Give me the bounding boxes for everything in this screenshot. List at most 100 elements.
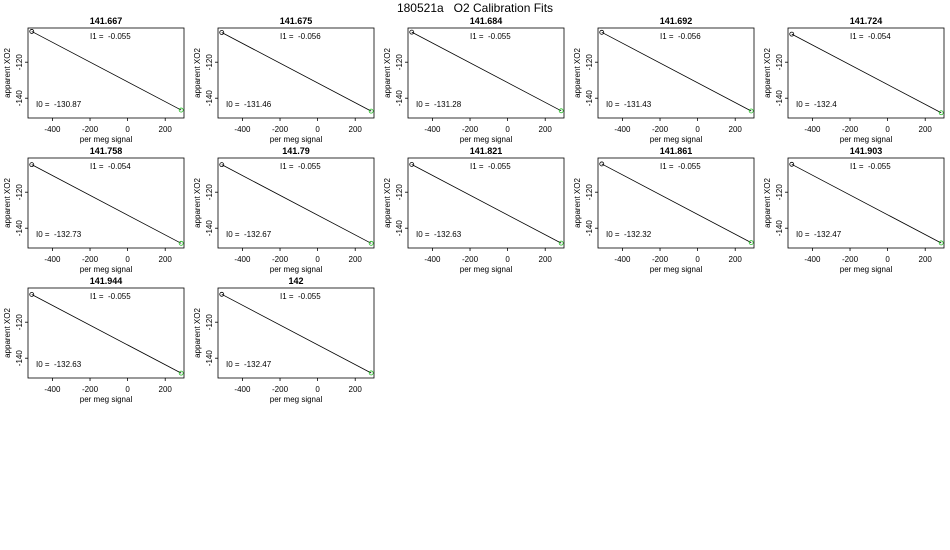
data-point: [368, 370, 374, 376]
y-tick-label: -120: [775, 54, 784, 71]
y-tick-label: -120: [395, 184, 404, 201]
annotation: I1 = -0.055: [660, 162, 701, 171]
panel: 141.675 per meg signal apparent XO2 -400 -20…: [193, 16, 375, 144]
x-tick-label: 0: [885, 125, 890, 134]
data-point: [409, 29, 415, 35]
x-tick-label: 0: [505, 255, 510, 264]
panel: 141.692 per meg signal apparent XO2 -400 -20…: [573, 16, 755, 144]
y-axis-label: apparent XO2: [573, 48, 582, 98]
annotation: I1 = -0.055: [470, 162, 511, 171]
y-tick-label: -120: [205, 184, 214, 201]
x-tick-label: -200: [82, 385, 99, 394]
annotation: I0 = -132.63: [416, 230, 462, 239]
panel-title: 141.758: [90, 146, 123, 156]
panel: 141.944 per meg signal apparent XO2 -400 -20…: [3, 276, 185, 404]
y-tick-label: -140: [585, 90, 594, 107]
x-tick-label: 200: [159, 385, 173, 394]
data-point: [789, 31, 795, 37]
data-point: [178, 107, 184, 113]
x-tick-label: 0: [695, 125, 700, 134]
fit-line: [411, 164, 562, 244]
annotation: I0 = -132.32: [606, 230, 652, 239]
data-point: [599, 161, 605, 167]
y-axis-label: apparent XO2: [763, 178, 772, 228]
fit-line: [31, 164, 182, 244]
y-axis-label: apparent XO2: [193, 48, 202, 98]
x-tick-label: -400: [44, 385, 61, 394]
y-axis-label: apparent XO2: [573, 178, 582, 228]
panel-title: 141.861: [660, 146, 693, 156]
plot-frame: [27, 287, 185, 379]
annotation: I1 = -0.055: [90, 32, 131, 41]
panel-title: 141.667: [90, 16, 123, 26]
y-tick-label: -120: [585, 184, 594, 201]
x-tick-label: -200: [462, 255, 479, 264]
x-tick-label: -200: [462, 125, 479, 134]
x-tick-label: -200: [272, 255, 289, 264]
x-tick-label: 200: [159, 255, 173, 264]
panel: 142 per meg signal apparent XO2 -400 -200 0 20…: [193, 276, 375, 404]
x-tick-label: -200: [82, 255, 99, 264]
x-tick-label: 0: [125, 385, 130, 394]
x-tick-label: -200: [842, 255, 859, 264]
figure-title: 180521a O2 Calibration Fits: [397, 1, 553, 15]
x-tick-label: -200: [272, 385, 289, 394]
x-tick-label: 0: [885, 255, 890, 264]
x-tick-label: -400: [44, 255, 61, 264]
data-point: [29, 292, 35, 297]
x-tick-label: -400: [804, 125, 821, 134]
data-point: [789, 161, 795, 167]
plot-frame: [787, 27, 945, 119]
data-point: [178, 240, 184, 246]
panel: 141.903 per meg signal apparent XO2 -400 -20…: [763, 146, 945, 274]
annotation: I0 = -132.73: [36, 230, 82, 239]
annotation: I1 = -0.055: [280, 292, 321, 301]
data-point: [29, 29, 35, 34]
x-tick-label: -200: [842, 125, 859, 134]
y-tick-label: -120: [15, 54, 24, 71]
x-axis-label: per meg signal: [460, 265, 513, 274]
x-tick-label: -200: [652, 255, 669, 264]
x-tick-label: -400: [234, 125, 251, 134]
x-tick-label: -400: [804, 255, 821, 264]
panel-title: 141.944: [90, 276, 123, 286]
annotation: I0 = -132.4: [796, 100, 837, 109]
y-tick-label: -120: [585, 54, 594, 71]
plot-frame: [407, 27, 565, 119]
data-point: [558, 240, 564, 246]
data-point: [938, 240, 944, 246]
y-axis-label: apparent XO2: [383, 48, 392, 98]
x-tick-label: 200: [349, 255, 363, 264]
y-tick-label: -140: [775, 90, 784, 107]
plot-frame: [27, 157, 185, 249]
annotation: I1 = -0.055: [850, 162, 891, 171]
plot-frame: [27, 27, 185, 119]
fit-line: [31, 31, 182, 111]
x-tick-label: 200: [349, 385, 363, 394]
y-axis-label: apparent XO2: [193, 178, 202, 228]
plot-frame: [217, 287, 375, 379]
plot-frame: [597, 27, 755, 119]
fit-line: [31, 294, 182, 374]
fit-line: [791, 163, 942, 244]
y-tick-label: -120: [205, 314, 214, 331]
y-tick-label: -140: [15, 90, 24, 107]
x-axis-label: per meg signal: [80, 265, 133, 274]
y-tick-label: -140: [395, 220, 404, 237]
y-tick-label: -120: [775, 184, 784, 201]
panel-title: 141.675: [280, 16, 313, 26]
plot-frame: [217, 27, 375, 119]
data-point: [219, 291, 225, 297]
annotation: I0 = -132.47: [226, 360, 272, 369]
x-tick-label: 0: [125, 255, 130, 264]
x-axis-label: per meg signal: [460, 135, 513, 144]
x-axis-label: per meg signal: [80, 135, 133, 144]
x-tick-label: -400: [614, 255, 631, 264]
y-tick-label: -140: [205, 220, 214, 237]
panel-title: 141.684: [470, 16, 503, 26]
data-point: [368, 108, 374, 114]
y-tick-label: -140: [15, 350, 24, 367]
x-tick-label: 0: [505, 125, 510, 134]
x-tick-label: 200: [349, 125, 363, 134]
plot-frame: [407, 157, 565, 249]
